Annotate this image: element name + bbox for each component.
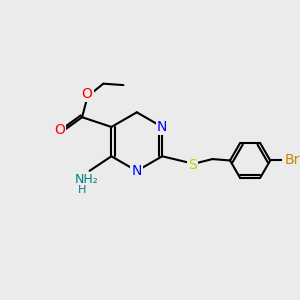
Text: NH₂: NH₂: [75, 173, 99, 186]
Text: N: N: [157, 120, 167, 134]
Text: S: S: [188, 158, 197, 172]
Text: H: H: [78, 185, 86, 195]
Text: O: O: [54, 123, 65, 137]
Text: N: N: [132, 164, 142, 178]
Text: O: O: [82, 87, 93, 101]
Text: Br: Br: [284, 154, 300, 167]
